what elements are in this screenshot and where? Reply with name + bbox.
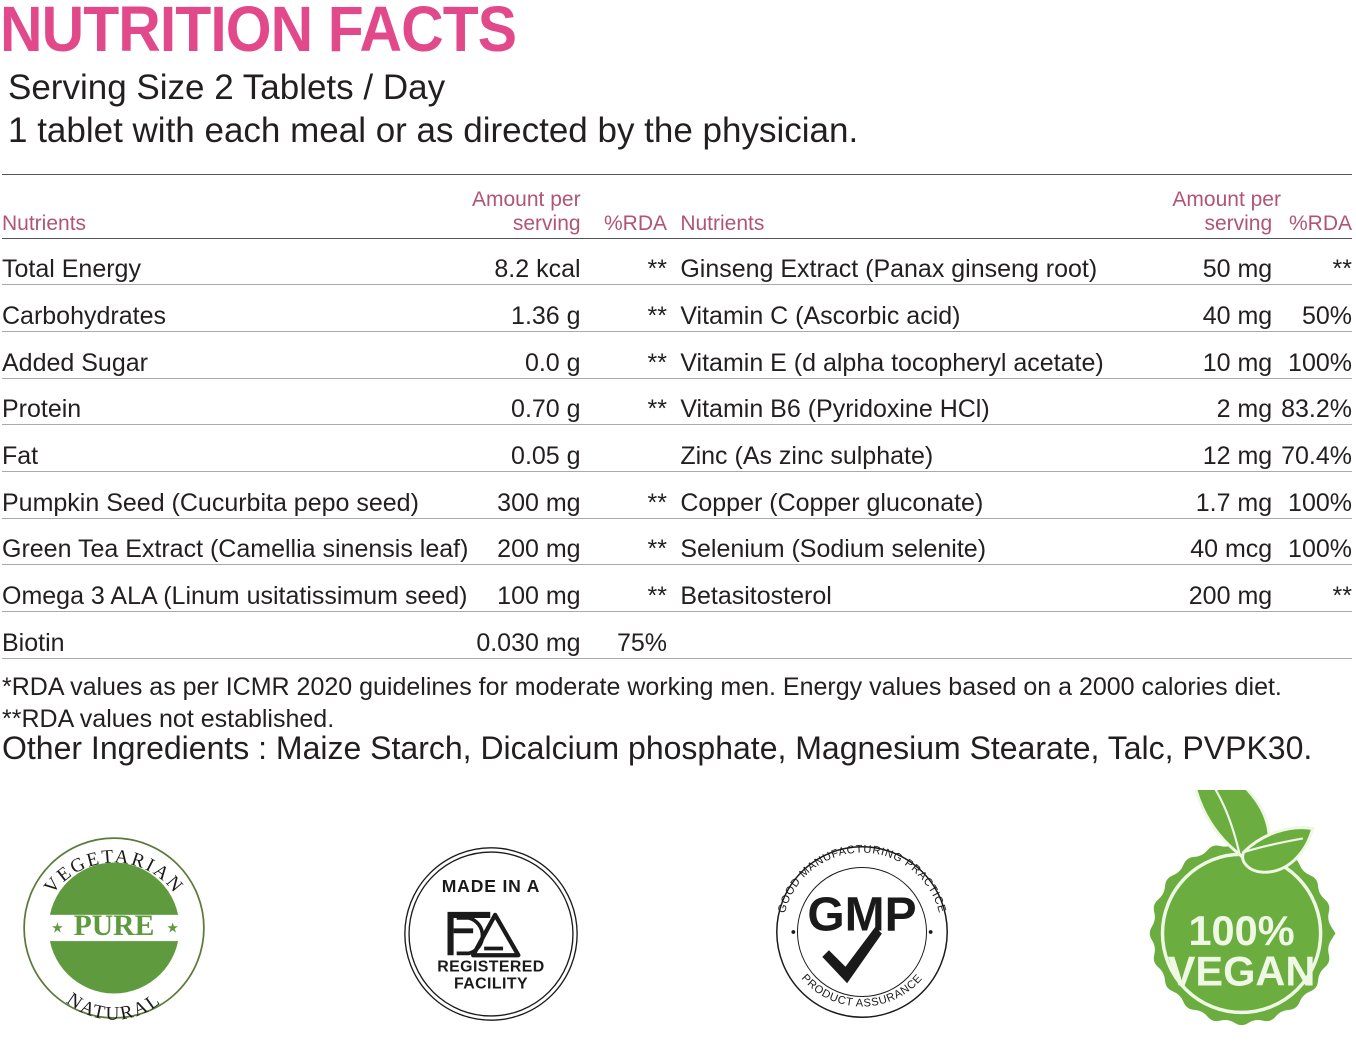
svg-text:PRODUCT ASSURANCE: PRODUCT ASSURANCE <box>799 972 925 1009</box>
svg-text:REGISTERED: REGISTERED <box>437 959 544 976</box>
svg-text:★: ★ <box>166 919 179 935</box>
svg-text:FACILITY: FACILITY <box>454 975 528 992</box>
svg-text:NATURAL: NATURAL <box>63 989 166 1024</box>
svg-text:PURE: PURE <box>74 910 155 942</box>
svg-text:MADE IN A: MADE IN A <box>442 876 541 896</box>
svg-text:VEGAN: VEGAN <box>1168 948 1316 995</box>
svg-text:GMP: GMP <box>807 888 916 941</box>
svg-text:★: ★ <box>51 919 64 935</box>
